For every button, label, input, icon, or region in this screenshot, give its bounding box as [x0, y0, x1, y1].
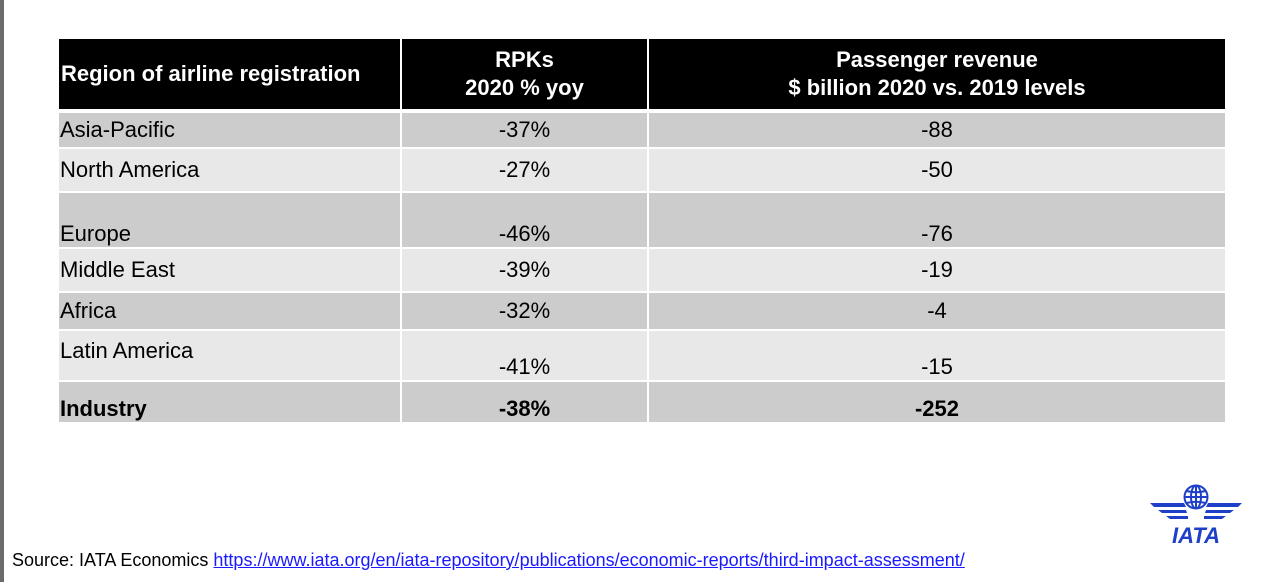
rpk-cell: -32%	[401, 292, 649, 331]
revenue-cell: -76	[648, 192, 1225, 249]
impact-table: Region of airline registration RPKs 2020…	[59, 39, 1225, 424]
rpk-cell: -39%	[401, 248, 649, 293]
left-edge-bar	[0, 0, 4, 582]
table-row: Asia-Pacific -37% -88	[59, 111, 1225, 149]
source-label: Source: IATA Economics	[12, 550, 214, 570]
revenue-cell: -4	[648, 292, 1225, 331]
table-row: North America -27% -50	[59, 148, 1225, 193]
region-cell: Middle East	[59, 248, 402, 293]
revenue-cell: -50	[648, 148, 1225, 193]
region-cell: Industry	[59, 381, 402, 424]
revenue-cell: -88	[648, 111, 1225, 149]
header-region: Region of airline registration	[59, 39, 402, 111]
revenue-cell: -15	[648, 330, 1225, 382]
header-rpks: RPKs 2020 % yoy	[401, 39, 649, 111]
region-cell: Africa	[59, 292, 402, 331]
region-cell: Asia-Pacific	[59, 111, 402, 149]
rpk-cell: -37%	[401, 111, 649, 149]
header-revenue: Passenger revenue $ billion 2020 vs. 201…	[648, 39, 1225, 111]
table-row-total: Industry -38% -252	[59, 381, 1225, 424]
source-note: Source: IATA Economics https://www.iata.…	[12, 549, 965, 571]
region-cell: Europe	[59, 192, 402, 249]
iata-globe-logo-icon: IATA	[1150, 484, 1242, 546]
table-row: Europe -46% -76	[59, 192, 1225, 249]
logo-text: IATA	[1172, 523, 1220, 546]
source-link[interactable]: https://www.iata.org/en/iata-repository/…	[213, 550, 965, 570]
header-revenue-line2: $ billion 2020 vs. 2019 levels	[788, 75, 1086, 100]
rpk-cell: -46%	[401, 192, 649, 249]
table-row: Latin America -41% -15	[59, 330, 1225, 382]
table-row: Middle East -39% -19	[59, 248, 1225, 293]
revenue-cell: -19	[648, 248, 1225, 293]
rpk-cell: -38%	[401, 381, 649, 424]
region-cell: Latin America	[59, 330, 402, 382]
table-header-row: Region of airline registration RPKs 2020…	[59, 39, 1225, 111]
header-rpks-line1: RPKs	[495, 47, 554, 72]
region-cell: North America	[59, 148, 402, 193]
table-row: Africa -32% -4	[59, 292, 1225, 331]
revenue-cell: -252	[648, 381, 1225, 424]
header-revenue-line1: Passenger revenue	[836, 47, 1038, 72]
header-rpks-line2: 2020 % yoy	[465, 75, 584, 100]
rpk-cell: -27%	[401, 148, 649, 193]
rpk-cell: -41%	[401, 330, 649, 382]
